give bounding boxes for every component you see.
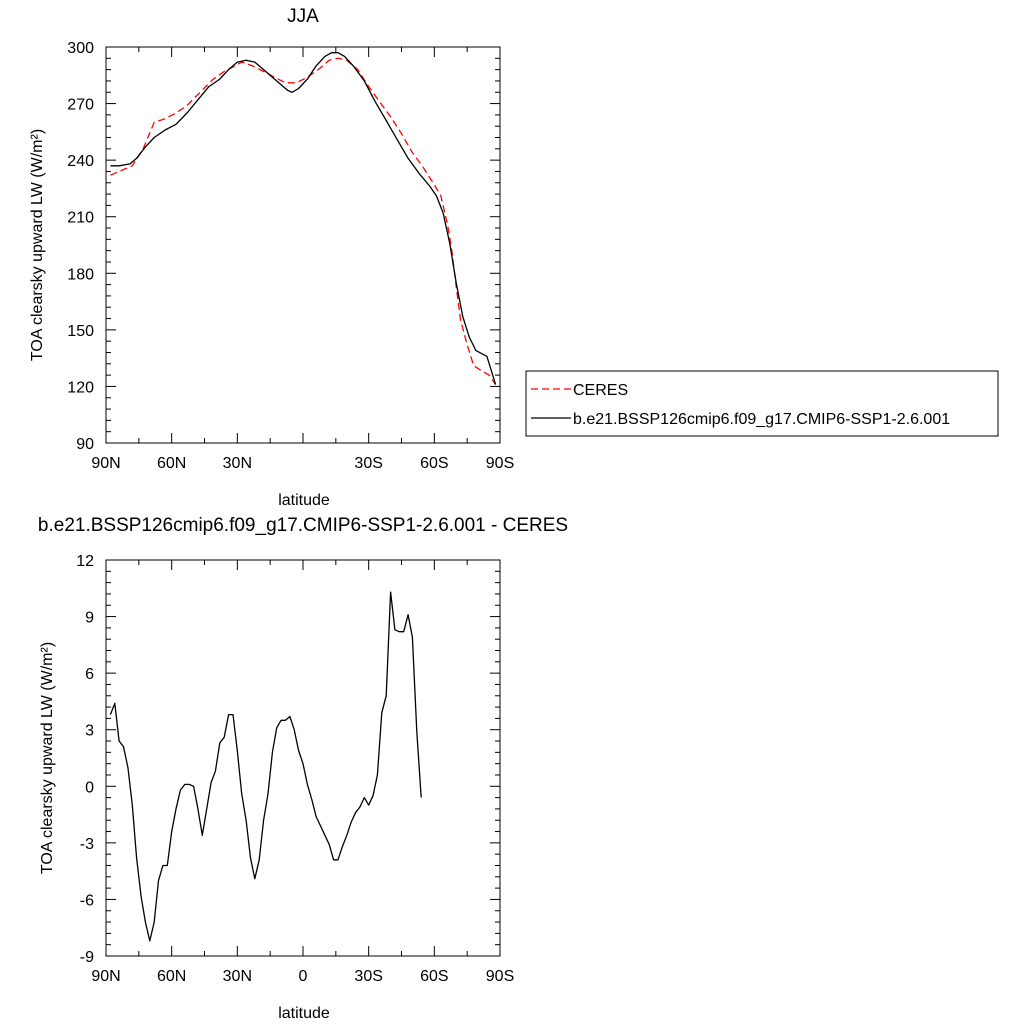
bottom-chart-frame (105, 559, 501, 957)
bottom-x-tick-label: 90N (91, 968, 120, 985)
bottom-chart-xlabel: latitude (278, 1005, 330, 1022)
top-chart-ylabel: TOA clearsky upward LW (W/m²) (29, 129, 46, 361)
top-chart-ticks: 90N 60N 30N 30S 60S 90S 90 120 150 180 210 240 270 30… (67, 40, 514, 472)
top-chart-frame (105, 46, 501, 444)
bottom-chart-title: b.e21.BSSP126cmip6.f09_g17.CMIP6-SSP1-2.… (38, 515, 568, 536)
top-y-tick-label: 210 (67, 210, 94, 227)
top-y-tick-label: 150 (67, 323, 94, 340)
bottom-y-tick-label: -9 (80, 949, 94, 966)
bottom-chart-ticks: 90N 60N 30N 0 30S 60S 90S -9 -6 -3 0 3 6 9 12 (76, 553, 514, 985)
bottom-chart-lines (109, 591, 422, 942)
top-x-tick-label: 30N (223, 455, 252, 472)
top-x-tick-label: 90S (486, 455, 514, 472)
bottom-x-tick-label: 0 (299, 968, 308, 985)
bottom-y-tick-label: -6 (80, 892, 94, 909)
bottom-y-tick-label: 12 (76, 553, 94, 570)
legend-label-model: b.e21.BSSP126cmip6.f09_g17.CMIP6-SSP1-2.… (573, 411, 950, 428)
top-x-tick-label: 30S (354, 455, 382, 472)
bottom-y-tick-label: 9 (85, 610, 94, 627)
top-y-tick-label: 240 (67, 153, 94, 170)
top-series-line-0 (110, 57, 497, 385)
top-y-tick-label: 300 (67, 40, 94, 57)
bottom-x-tick-label: 60N (157, 968, 186, 985)
top-y-tick-label: 90 (76, 436, 94, 453)
bottom-y-tick-label: -3 (80, 836, 94, 853)
top-chart-title: JJA (287, 6, 319, 27)
bottom-x-tick-label: 90S (486, 968, 514, 985)
top-x-tick-label: 90N (91, 455, 120, 472)
bottom-series-line-0 (109, 591, 422, 942)
top-series-line-1 (110, 52, 497, 385)
top-chart-xlabel: latitude (278, 492, 330, 509)
bottom-x-tick-label: 30N (223, 968, 252, 985)
bottom-y-tick-label: 6 (85, 666, 94, 683)
top-chart-lines (110, 52, 497, 385)
legend-label-ceres: CERES (573, 382, 628, 399)
legend-box (525, 370, 999, 437)
bottom-y-tick-label: 3 (85, 723, 94, 740)
top-chart-panel: JJA 90N 60N 30N 30S 60S 90S 90 120 150 180 210 240 2… (29, 6, 999, 509)
bottom-chart-panel: b.e21.BSSP126cmip6.f09_g17.CMIP6-SSP1-2.… (38, 515, 568, 1022)
bottom-x-tick-label: 30S (354, 968, 382, 985)
legend: CERES b.e21.BSSP126cmip6.f09_g17.CMIP6-S… (525, 370, 999, 437)
top-y-tick-label: 270 (67, 97, 94, 114)
top-x-tick-label: 60N (157, 455, 186, 472)
top-x-tick-label: 60S (420, 455, 448, 472)
bottom-x-tick-label: 60S (420, 968, 448, 985)
bottom-y-tick-label: 0 (85, 779, 94, 796)
bottom-chart-ylabel: TOA clearsky upward LW (W/m²) (39, 642, 56, 874)
top-y-tick-label: 180 (67, 266, 94, 283)
top-y-tick-label: 120 (67, 379, 94, 396)
